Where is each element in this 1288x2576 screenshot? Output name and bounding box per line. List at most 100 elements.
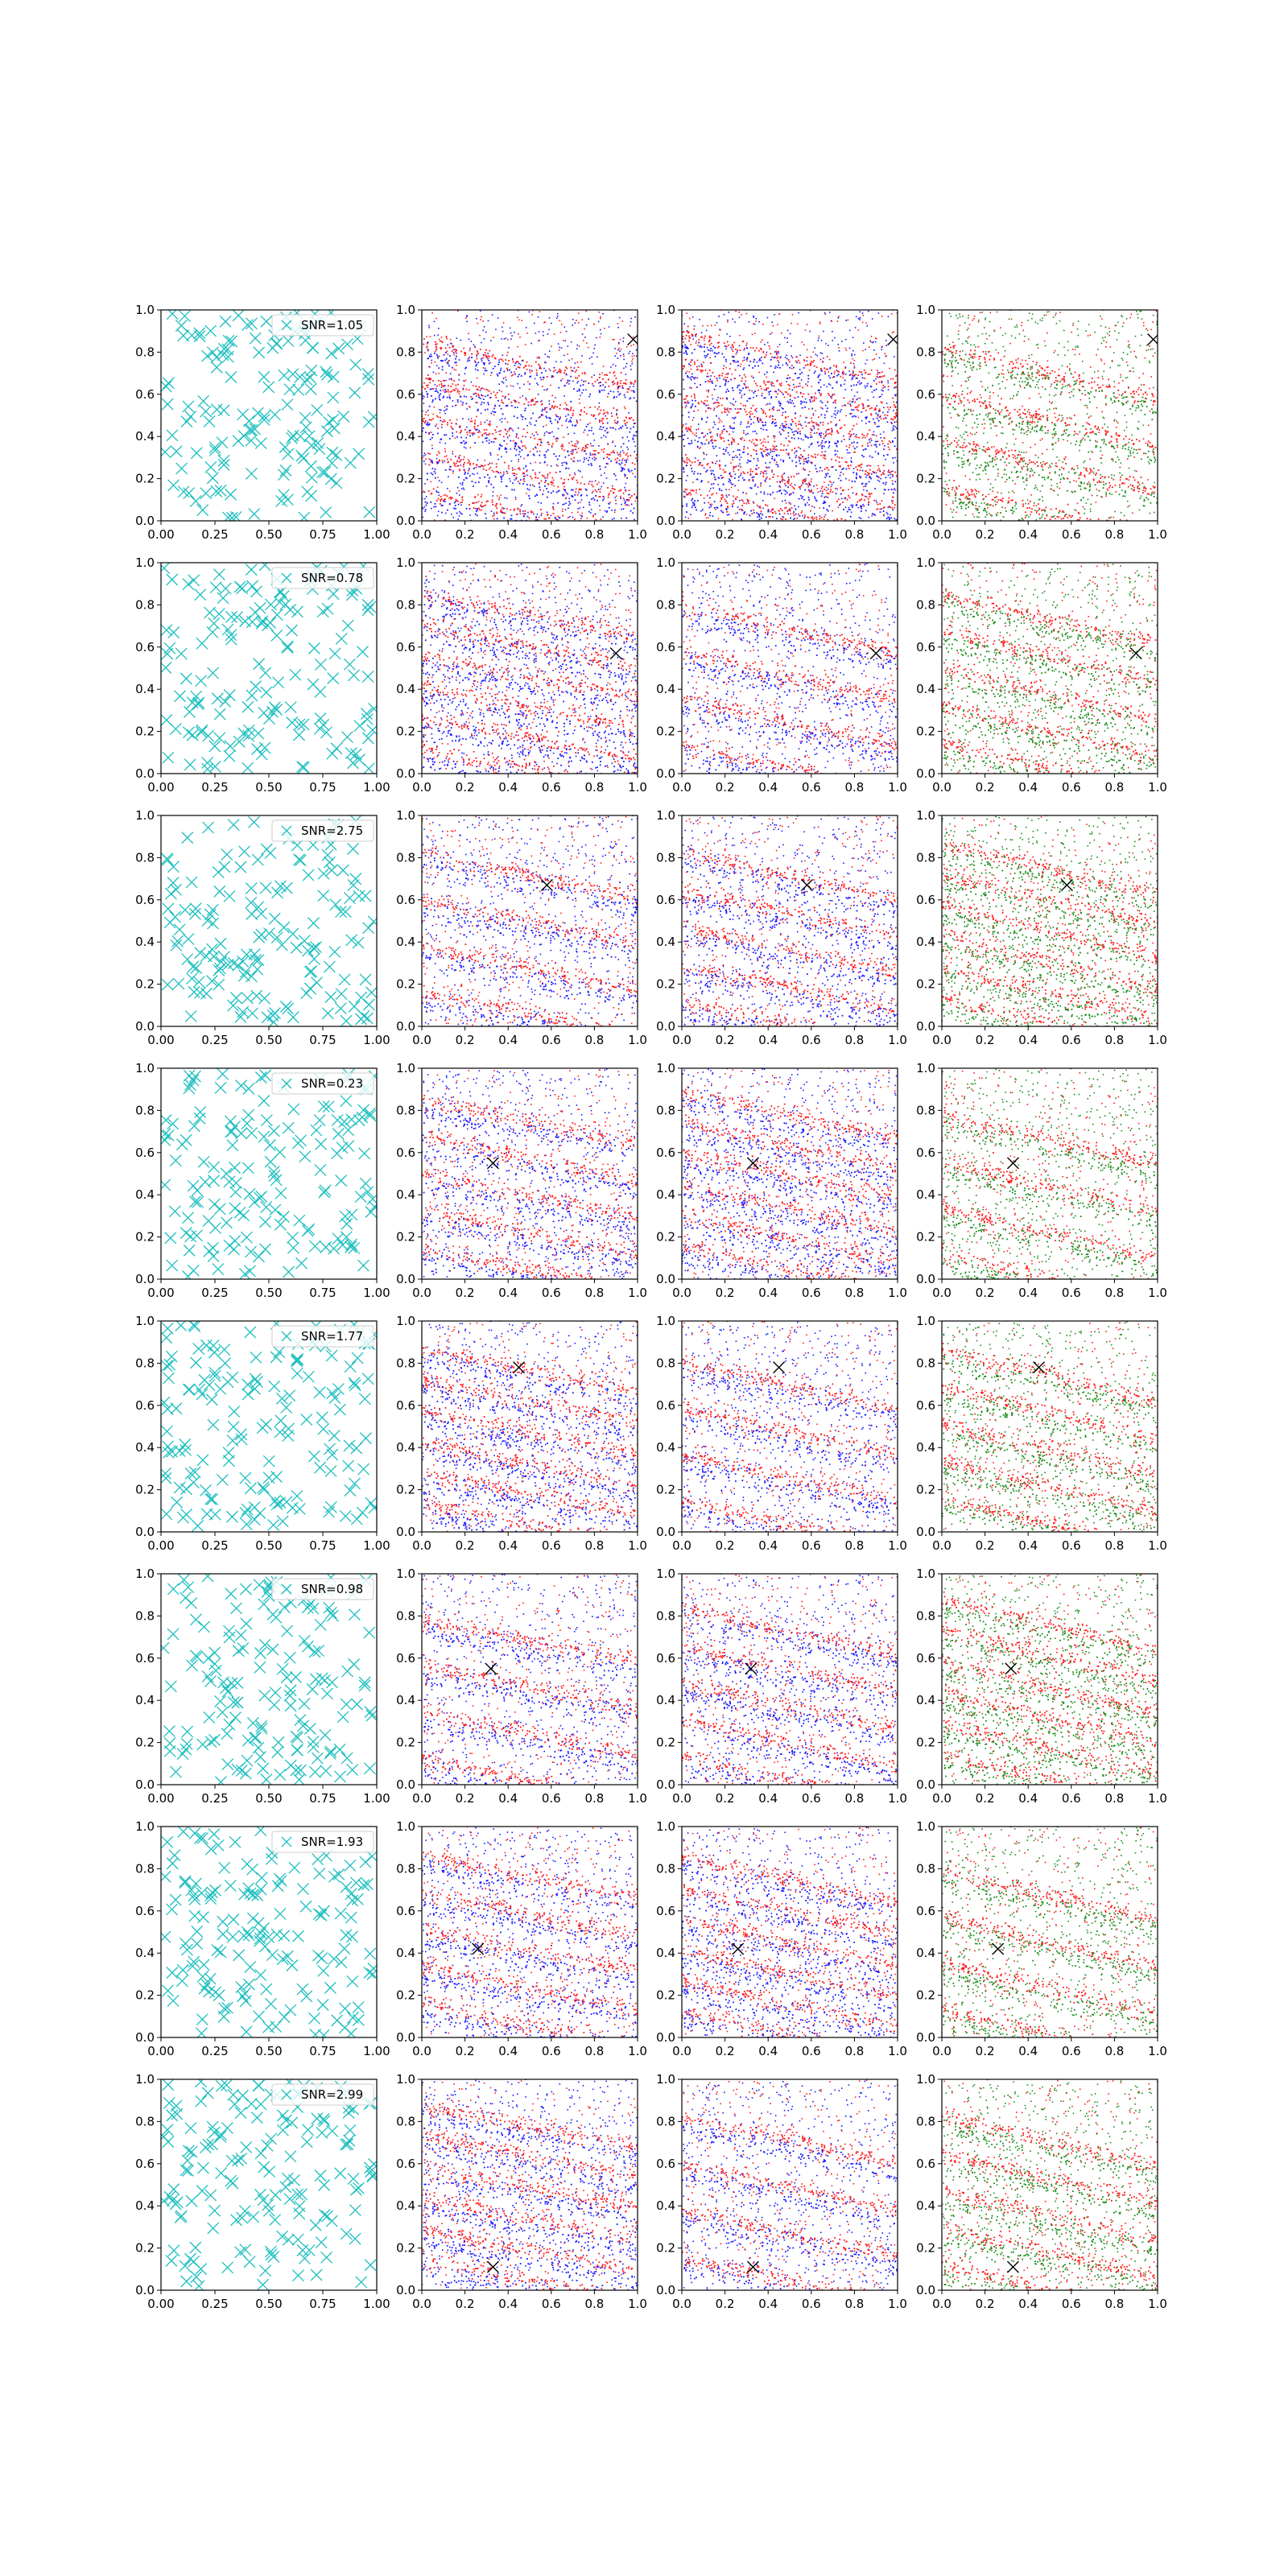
red-point <box>485 504 486 506</box>
red-point <box>686 462 688 464</box>
red-point <box>683 460 685 462</box>
red-point <box>524 344 526 345</box>
blue-point <box>504 418 506 419</box>
blue-point <box>506 485 508 487</box>
red-point <box>500 472 502 474</box>
blue-point <box>525 465 527 468</box>
red-point <box>708 502 710 504</box>
red-point <box>517 507 519 510</box>
blue-point <box>602 516 604 518</box>
red-point <box>559 371 562 374</box>
red-point <box>744 408 745 411</box>
blue-point <box>535 495 536 497</box>
blue-point <box>820 432 823 434</box>
blue-point <box>737 385 739 386</box>
blue-point <box>785 448 787 451</box>
blue-point <box>865 416 866 419</box>
red-point <box>731 373 733 375</box>
blue-point <box>726 398 729 399</box>
red-point <box>727 374 729 375</box>
red-point <box>463 456 465 458</box>
red-point <box>888 469 890 472</box>
red-point <box>628 388 630 390</box>
blue-point <box>788 493 791 496</box>
red-point <box>584 483 585 485</box>
red-point <box>515 498 517 500</box>
blue-point <box>493 512 495 514</box>
blue-point <box>600 332 602 335</box>
red-point <box>579 502 581 503</box>
blue-point <box>877 425 880 427</box>
red-point <box>765 448 767 451</box>
blue-point <box>862 449 865 451</box>
blue-point <box>620 470 622 473</box>
blue-point <box>877 371 879 374</box>
blue-point <box>724 464 727 467</box>
blue-point <box>508 347 510 349</box>
blue-point <box>504 397 506 399</box>
red-point <box>453 389 456 391</box>
red-point <box>736 412 738 414</box>
blue-point <box>547 333 549 335</box>
red-point <box>720 398 721 399</box>
blue-point <box>896 415 898 417</box>
red-point <box>852 357 853 360</box>
y-tick-label: 0.4 <box>396 429 415 444</box>
red-point <box>464 353 467 354</box>
blue-point <box>854 448 856 450</box>
red-point <box>577 312 580 314</box>
x-marker <box>327 370 340 383</box>
blue-point <box>544 353 547 355</box>
red-point <box>496 426 498 427</box>
red-point <box>851 433 853 436</box>
blue-point <box>442 461 444 464</box>
x-tick-label: 0.8 <box>584 527 604 542</box>
red-point <box>733 378 736 380</box>
red-point <box>752 347 754 349</box>
blue-point <box>869 476 871 477</box>
red-point <box>892 378 894 380</box>
red-point <box>541 513 543 514</box>
red-point <box>517 366 519 368</box>
red-point <box>547 431 550 434</box>
red-point <box>634 423 636 424</box>
red-point <box>575 488 577 490</box>
red-point <box>773 357 775 359</box>
red-point <box>563 489 565 490</box>
blue-point <box>543 461 546 464</box>
blue-point <box>753 316 755 318</box>
blue-point <box>886 518 888 520</box>
red-point <box>870 493 873 494</box>
blue-point <box>612 441 613 444</box>
red-point <box>769 409 770 411</box>
x-tick-label: 0.50 <box>255 527 282 542</box>
blue-point <box>515 477 518 480</box>
blue-point <box>505 337 507 339</box>
red-point <box>725 500 728 502</box>
blue-point <box>613 396 615 398</box>
red-point <box>768 345 770 347</box>
blue-point <box>711 473 713 474</box>
blue-point <box>794 431 796 432</box>
blue-point <box>717 397 719 398</box>
blue-point <box>448 360 449 362</box>
red-point <box>494 437 497 440</box>
blue-point <box>572 424 574 427</box>
red-point <box>524 365 526 367</box>
red-point <box>547 514 548 516</box>
blue-point <box>803 498 805 501</box>
blue-point <box>774 365 777 367</box>
blue-point <box>506 470 508 473</box>
blue-point <box>763 491 766 493</box>
red-point <box>895 414 898 416</box>
blue-point <box>613 509 616 511</box>
red-point <box>577 322 580 324</box>
blue-point <box>719 386 721 387</box>
blue-point <box>813 372 815 374</box>
red-point <box>750 375 753 378</box>
red-point <box>847 465 849 468</box>
red-point <box>822 424 824 426</box>
blue-point <box>720 510 722 512</box>
blue-point <box>865 483 867 485</box>
blue-point <box>632 353 634 355</box>
